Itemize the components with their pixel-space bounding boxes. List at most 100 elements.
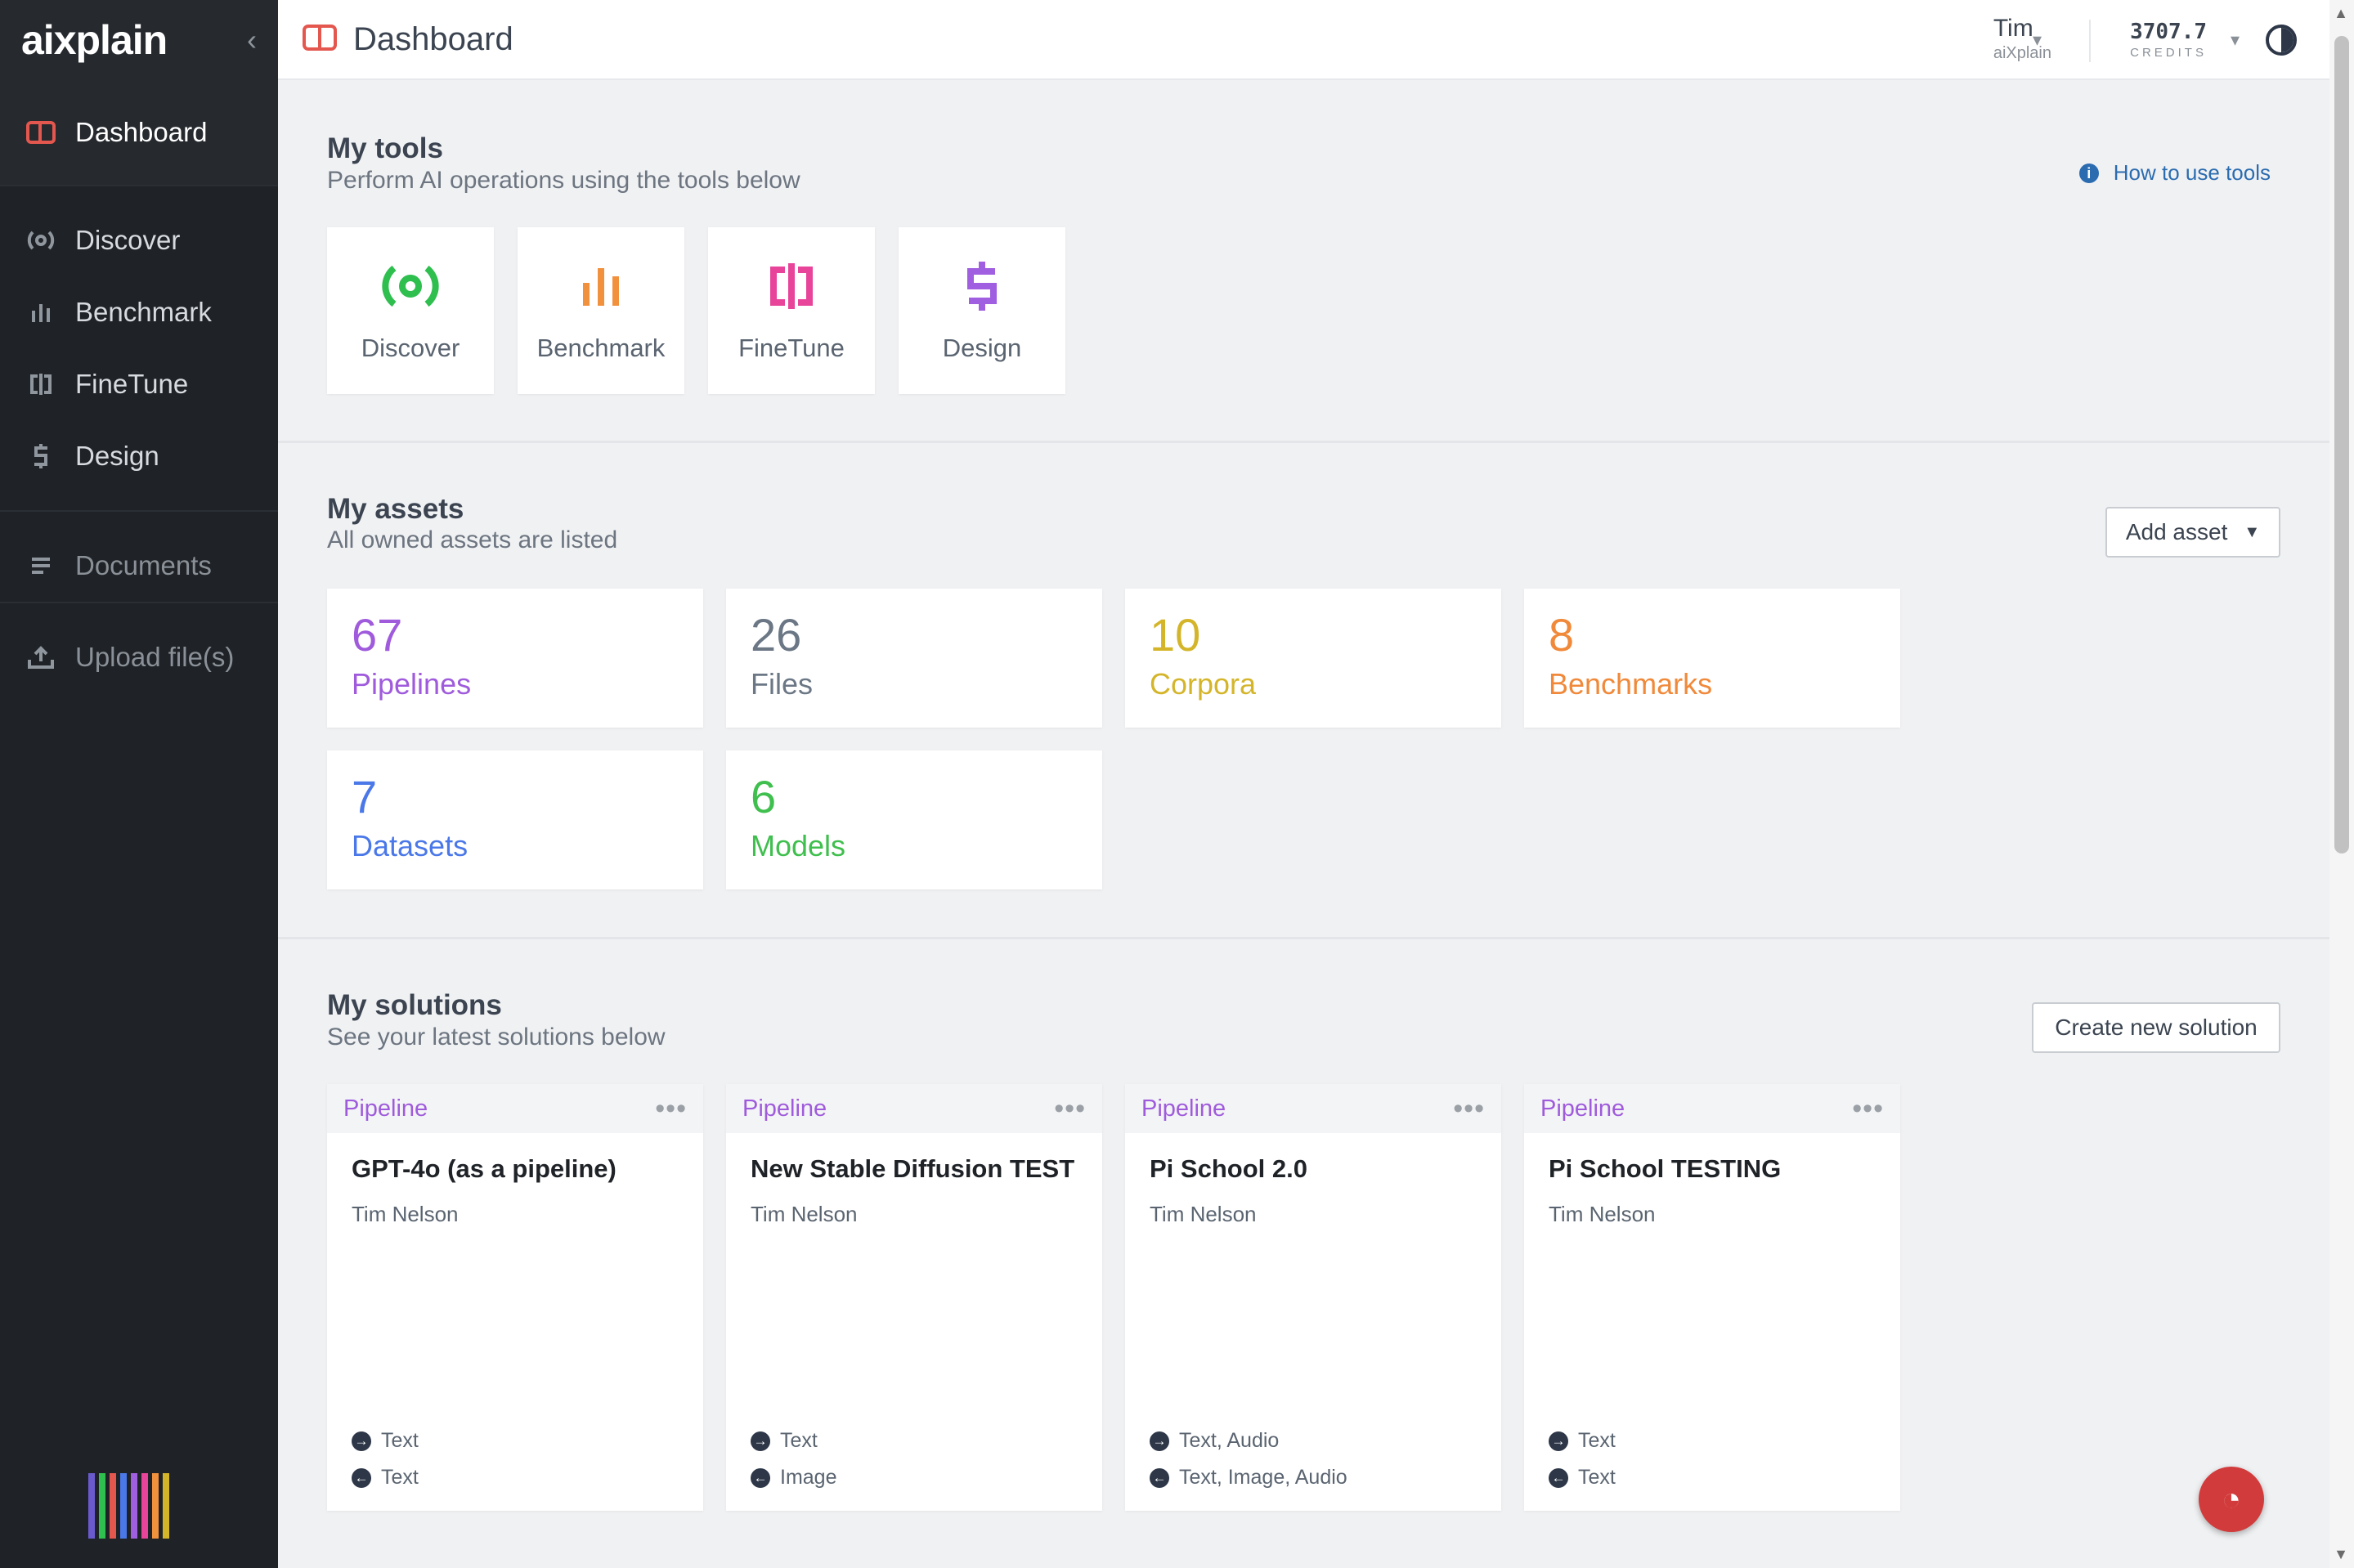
documents-icon xyxy=(26,551,56,580)
tools-section: My tools Perform AI operations using the… xyxy=(278,82,2329,443)
chevron-down-icon[interactable]: ▾ xyxy=(2230,29,2240,50)
brand-logo[interactable]: aixplain xyxy=(21,17,168,63)
assets-section: My assets All owned assets are listed Ad… xyxy=(278,444,2329,939)
asset-label: Datasets xyxy=(352,829,469,862)
user-org: aiXplain xyxy=(1993,44,2051,62)
asset-count: 26 xyxy=(751,609,802,661)
scroll-up-icon[interactable]: ▲ xyxy=(2334,5,2348,21)
asset-card-datasets[interactable]: 7 Datasets xyxy=(327,750,703,889)
discover-icon xyxy=(26,226,56,255)
sidebar-item-dashboard[interactable]: Dashboard xyxy=(0,80,278,185)
asset-label: Pipelines xyxy=(352,667,472,701)
sidebar-item-finetune[interactable]: FineTune xyxy=(0,348,278,420)
solution-card-header: Pipeline ••• xyxy=(1524,1084,1900,1133)
page-title: Dashboard xyxy=(353,20,513,57)
input-arrow-icon: → xyxy=(1549,1431,1568,1451)
more-options-icon[interactable]: ••• xyxy=(655,1092,687,1124)
asset-label: Corpora xyxy=(1150,667,1257,701)
solution-title: Pi School TESTING xyxy=(1549,1154,1782,1183)
sidebar-item-upload[interactable]: Upload file(s) xyxy=(0,621,278,693)
solution-output: ← Text, Image, Audio xyxy=(1150,1466,1347,1490)
main-content: My tools Perform AI operations using the… xyxy=(278,82,2329,1568)
discover-icon xyxy=(381,260,440,312)
section-title: My solutions xyxy=(327,989,502,1021)
scroll-down-icon[interactable]: ▼ xyxy=(2334,1546,2348,1562)
solution-type: Pipeline xyxy=(742,1095,827,1122)
solution-input: → Text xyxy=(352,1429,419,1453)
input-arrow-icon: → xyxy=(751,1431,770,1451)
tool-label: Benchmark xyxy=(536,334,666,362)
tool-card-discover[interactable]: Discover xyxy=(327,227,494,394)
section-title: My tools xyxy=(327,132,443,164)
theme-toggle-icon[interactable] xyxy=(2266,25,2297,56)
sidebar-item-label: Design xyxy=(75,441,159,471)
divider xyxy=(0,185,278,186)
benchmark-icon xyxy=(26,298,56,327)
sidebar-item-documents[interactable]: Documents xyxy=(0,530,278,602)
asset-card-benchmarks[interactable]: 8 Benchmarks xyxy=(1524,589,1900,728)
sidebar-item-label: Discover xyxy=(75,225,181,255)
dashboard-icon xyxy=(26,118,56,147)
output-arrow-icon: ← xyxy=(352,1467,371,1488)
input-arrow-icon: → xyxy=(1150,1431,1169,1451)
chat-icon: ◔ xyxy=(2221,1481,2242,1517)
how-to-use-tools-link[interactable]: i How to use tools xyxy=(2078,160,2271,186)
asset-count: 10 xyxy=(1150,609,1201,661)
more-options-icon[interactable]: ••• xyxy=(1852,1092,1884,1124)
credits-label: CREDITS xyxy=(2130,46,2207,60)
asset-card-models[interactable]: 6 Models xyxy=(726,750,1102,889)
more-options-icon[interactable]: ••• xyxy=(1054,1092,1086,1124)
sidebar-item-label: Documents xyxy=(75,550,212,580)
solution-title: New Stable Diffusion TEST xyxy=(751,1154,1075,1183)
solution-card[interactable]: Pipeline ••• Pi School 2.0 Tim Nelson → T… xyxy=(1125,1084,1501,1511)
sidebar-item-label: FineTune xyxy=(75,369,189,399)
asset-count: 6 xyxy=(751,771,777,822)
solution-card-header: Pipeline ••• xyxy=(726,1084,1102,1133)
more-options-icon[interactable]: ••• xyxy=(1453,1092,1485,1124)
credits-display[interactable]: 3707.7 CREDITS xyxy=(2130,20,2207,60)
asset-card-corpora[interactable]: 10 Corpora xyxy=(1125,589,1501,728)
section-subtitle: Perform AI operations using the tools be… xyxy=(327,167,800,194)
design-icon xyxy=(26,441,56,471)
solutions-section: My solutions See your latest solutions b… xyxy=(278,940,2329,1568)
solution-card[interactable]: Pipeline ••• New Stable Diffusion TEST T… xyxy=(726,1084,1102,1511)
finetune-icon xyxy=(26,370,56,399)
asset-card-pipelines[interactable]: 67 Pipelines xyxy=(327,589,703,728)
solution-card[interactable]: Pipeline ••• Pi School TESTING Tim Nelso… xyxy=(1524,1084,1900,1511)
section-subtitle: See your latest solutions below xyxy=(327,1024,666,1051)
add-asset-button[interactable]: Add asset ▼ xyxy=(2105,507,2280,558)
tool-card-finetune[interactable]: FineTune xyxy=(708,227,875,394)
solution-type: Pipeline xyxy=(1141,1095,1226,1122)
chat-support-button[interactable]: ◔ xyxy=(2199,1467,2264,1532)
solution-owner: Tim Nelson xyxy=(751,1202,858,1226)
solution-output: ← Text xyxy=(1549,1466,1616,1490)
help-link-label: How to use tools xyxy=(2113,160,2271,185)
scrollbar-thumb[interactable] xyxy=(2334,36,2349,853)
tool-label: Design xyxy=(942,334,1022,362)
sidebar-item-benchmark[interactable]: Benchmark xyxy=(0,276,278,348)
collapse-sidebar-icon[interactable]: ‹ xyxy=(247,23,257,56)
user-name: Tim xyxy=(1993,15,2033,42)
tool-label: Discover xyxy=(361,334,460,362)
sidebar-item-discover[interactable]: Discover xyxy=(0,204,278,276)
user-menu[interactable]: Tim aiXplain xyxy=(1993,15,2051,63)
upload-icon xyxy=(26,643,56,672)
tool-card-design[interactable]: Design xyxy=(899,227,1065,394)
asset-count: 67 xyxy=(352,609,403,661)
solution-owner: Tim Nelson xyxy=(1150,1202,1257,1226)
asset-label: Models xyxy=(751,829,846,862)
tool-card-benchmark[interactable]: Benchmark xyxy=(518,227,684,394)
solution-card-header: Pipeline ••• xyxy=(1125,1084,1501,1133)
sidebar-item-design[interactable]: Design xyxy=(0,420,278,492)
chevron-down-icon[interactable]: ▾ xyxy=(2032,29,2042,50)
solution-card[interactable]: Pipeline ••• GPT-4o (as a pipeline) Tim … xyxy=(327,1084,703,1511)
benchmark-icon xyxy=(578,260,624,312)
solution-title: GPT-4o (as a pipeline) xyxy=(352,1154,617,1183)
create-new-solution-button[interactable]: Create new solution xyxy=(2032,1002,2280,1053)
asset-count: 8 xyxy=(1549,609,1575,661)
solution-type: Pipeline xyxy=(343,1095,428,1122)
scrollbar[interactable]: ▲ ▼ xyxy=(2329,0,2354,1568)
solution-output: ← Text xyxy=(352,1466,419,1490)
asset-card-files[interactable]: 26 Files xyxy=(726,589,1102,728)
logo-bar: aixplain ‹ xyxy=(0,0,278,80)
